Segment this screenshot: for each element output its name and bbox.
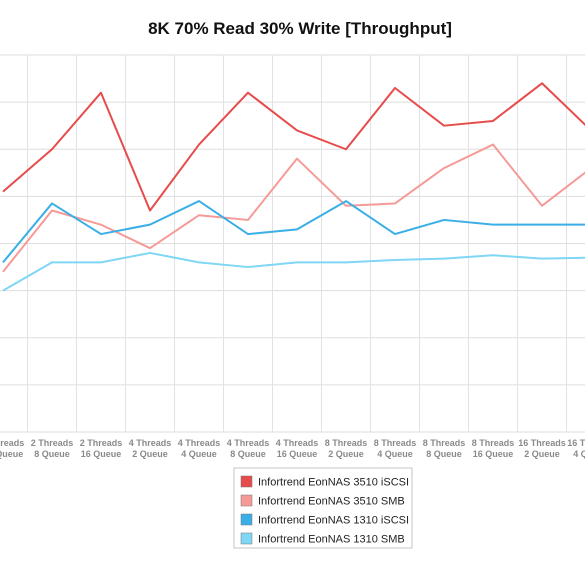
legend-swatch: [240, 532, 253, 545]
x-tick-label: 8 Threads 4 Queue: [374, 438, 417, 459]
series-line-1: [2, 143, 585, 273]
x-tick-label: 16 Threads 2 Queue: [518, 438, 566, 459]
chart-title: 8K 70% Read 30% Write [Throughput]: [148, 19, 452, 38]
legend-swatch: [240, 513, 253, 526]
series-line-3: [2, 251, 585, 292]
x-tick-label: 4 Threads 16 Queue: [276, 438, 319, 459]
legend-label: Infortrend EonNAS 1310 iSCSI: [258, 515, 409, 527]
legend-swatch: [240, 494, 253, 507]
legend-box: [233, 467, 413, 549]
x-tick-label: 2 Threads 16 Queue: [80, 438, 123, 459]
x-tick-label: 4 Threads 2 Queue: [129, 438, 172, 459]
legend: Infortrend EonNAS 3510 iSCSI Infortrend E…: [233, 467, 413, 549]
legend-label: Infortrend EonNAS 1310 SMB: [258, 534, 405, 546]
x-tick-label: 4 Threads 8 Queue: [227, 438, 270, 459]
x-tick-label: 8 Threads 8 Queue: [423, 438, 466, 459]
legend-swatch: [240, 475, 253, 488]
x-tick-label: 2 Threads 8 Queue: [31, 438, 74, 459]
x-tick-label: 4 Threads 4 Queue: [178, 438, 221, 459]
legend-label: Infortrend EonNAS 3510 iSCSI: [258, 477, 409, 489]
x-tick-label: 8 Threads 2 Queue: [325, 438, 368, 459]
series-lines: [2, 82, 585, 292]
legend-label: Infortrend EonNAS 3510 SMB: [258, 496, 405, 508]
series-line-2: [2, 200, 585, 263]
x-tick-label: 8 Threads 16 Queue: [472, 438, 515, 459]
gridlines: [0, 54, 585, 433]
